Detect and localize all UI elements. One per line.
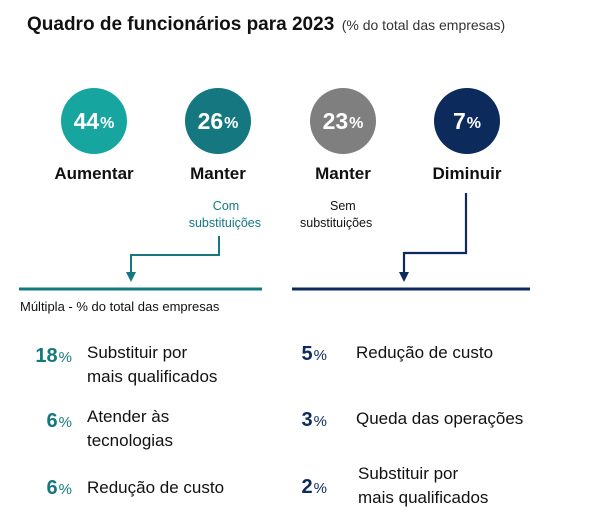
percent-sign: %	[100, 114, 115, 132]
right-row-3-label: Substituir por mais qualificados	[358, 464, 489, 507]
category-label-aumentar: Aumentar	[54, 164, 134, 183]
circle-diminuir: 7%	[434, 88, 500, 154]
percent-sign: %	[224, 114, 239, 132]
note-com-substituicoes: Com substituições	[188, 199, 261, 230]
breakdown-title: Múltipla - % do total das empresas	[20, 299, 220, 314]
circle-manter-com: 26%	[185, 88, 251, 154]
circle-value: 23	[322, 107, 349, 134]
left-row-2-label: Atender às tecnologias	[87, 407, 174, 450]
circle-manter-sem: 23%	[310, 88, 376, 154]
note-sem-substituicoes: Sem substituições	[300, 199, 373, 230]
left-row-3-value: 6%	[46, 477, 72, 499]
right-row-2-value: 3%	[301, 409, 327, 431]
percent-sign: %	[349, 114, 364, 132]
category-label-manter-com: Manter	[190, 164, 246, 183]
right-row-2-label: Queda das operações	[356, 409, 524, 428]
left-row-1-value: 18%	[35, 345, 72, 367]
right-row-3-value: 2%	[301, 476, 327, 498]
chart-title: Quadro de funcionários para 2023 (% do t…	[27, 14, 505, 36]
right-row-1-value: 5%	[301, 343, 327, 365]
circle-value: 44	[73, 107, 100, 134]
circle-aumentar: 44%	[61, 88, 127, 154]
title-main: Quadro de funcionários para 2023	[27, 14, 335, 35]
circle-value: 26	[197, 107, 224, 134]
navy-connector-arrow	[399, 193, 468, 282]
teal-connector-arrow	[126, 236, 220, 282]
category-label-diminuir: Diminuir	[432, 164, 502, 183]
left-row-2-value: 6%	[46, 410, 72, 432]
right-row-1-label: Redução de custo	[356, 343, 494, 362]
percent-sign: %	[466, 114, 482, 132]
circle-value: 7	[452, 107, 466, 134]
left-row-3-label: Redução de custo	[87, 478, 225, 497]
title-subtitle: (% do total das empresas)	[341, 17, 506, 33]
category-label-manter-sem: Manter	[315, 164, 371, 183]
left-row-1-label: Substituir por mais qualificados	[87, 343, 218, 386]
